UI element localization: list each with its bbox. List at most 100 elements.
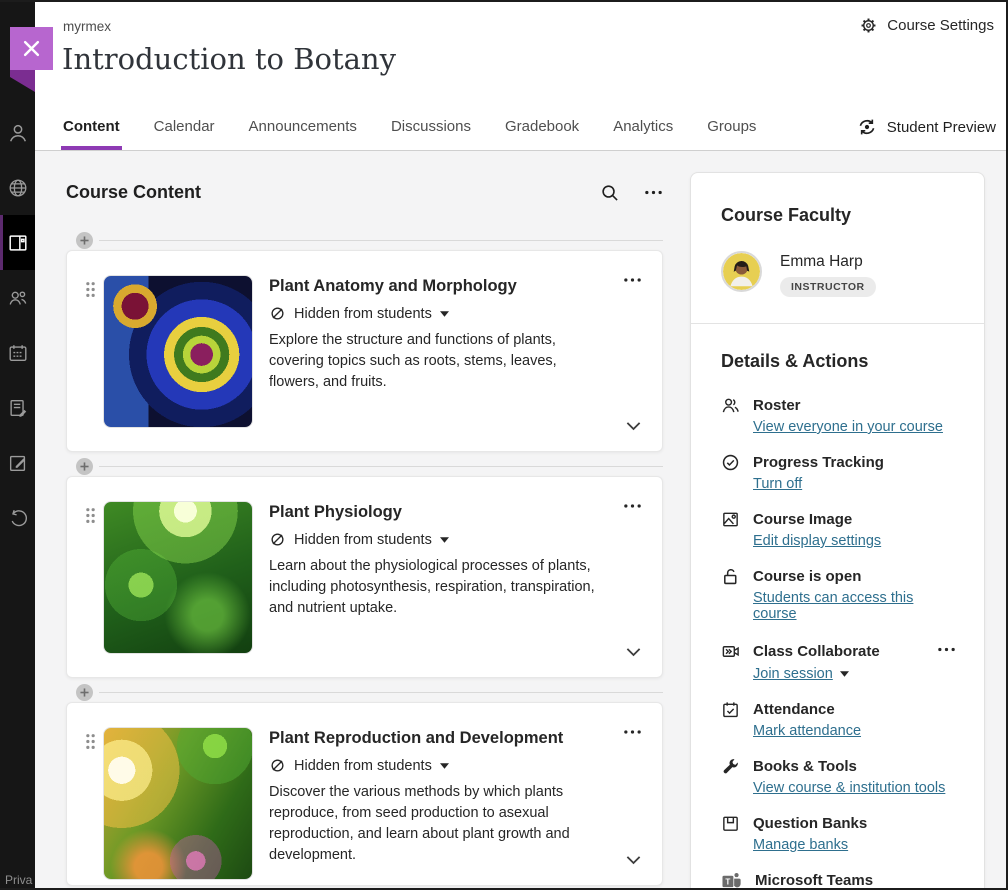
drag-handle-icon[interactable] — [77, 733, 103, 869]
tab-groups[interactable]: Groups — [707, 118, 757, 135]
detail-item-course-open: Course is open Students can access this … — [721, 567, 956, 622]
card-more-menu-button[interactable] — [623, 723, 642, 738]
expand-card-button[interactable] — [623, 641, 644, 665]
course-settings-button[interactable]: Course Settings — [859, 16, 994, 35]
visibility-dropdown[interactable]: Hidden from students — [269, 305, 449, 322]
books-tools-link[interactable]: View course & institution tools — [753, 780, 946, 796]
detail-item-question-banks: Question Banks Manage banks — [721, 814, 956, 853]
chevron-down-icon — [626, 422, 641, 431]
detail-label: Attendance — [753, 701, 835, 718]
detail-item-roster: Roster View everyone in your course — [721, 396, 956, 435]
organizations-icon[interactable] — [0, 270, 35, 325]
detail-label: Books & Tools — [753, 758, 857, 775]
sign-out-icon[interactable] — [0, 490, 35, 545]
add-content-button[interactable] — [76, 232, 93, 249]
tab-announcements[interactable]: Announcements — [248, 118, 357, 135]
student-preview-button[interactable]: Student Preview — [856, 103, 996, 151]
detail-item-course-image: Course Image Edit display settings — [721, 510, 956, 549]
search-icon — [602, 185, 618, 201]
attendance-link[interactable]: Mark attendance — [753, 723, 862, 739]
chevron-down-icon — [626, 648, 641, 657]
courses-icon[interactable] — [0, 215, 35, 270]
gear-icon — [861, 18, 876, 33]
caret-down-icon — [439, 310, 449, 317]
instructor-avatar — [721, 251, 762, 292]
visibility-label: Hidden from students — [294, 305, 432, 322]
card-title[interactable]: Plant Anatomy and Morphology — [269, 277, 517, 295]
expand-card-button[interactable] — [623, 415, 644, 439]
add-content-button[interactable] — [76, 458, 93, 475]
card-title[interactable]: Plant Physiology — [269, 503, 402, 521]
base-navigation: Priva — [0, 2, 35, 888]
card-description: Explore the structure and functions of p… — [269, 332, 557, 391]
activity-globe-icon[interactable] — [0, 160, 35, 215]
collaborate-camera-icon — [722, 645, 739, 657]
tab-discussions[interactable]: Discussions — [390, 118, 471, 135]
detail-label: Course is open — [753, 568, 862, 585]
content-more-menu-button[interactable] — [644, 183, 663, 202]
expand-card-button[interactable] — [623, 849, 644, 873]
privacy-link[interactable]: Priva — [5, 873, 33, 887]
progress-tracking-icon — [722, 454, 739, 471]
search-button[interactable] — [600, 183, 619, 202]
course-image-link[interactable]: Edit display settings — [753, 533, 882, 549]
card-more-menu-button[interactable] — [623, 271, 642, 286]
add-content-divider — [76, 458, 663, 475]
question-banks-link[interactable]: Manage banks — [753, 837, 849, 853]
caret-down-icon — [439, 536, 449, 543]
detail-label: Class Collaborate — [753, 642, 880, 660]
messages-icon[interactable] — [0, 380, 35, 435]
detail-label: Question Banks — [753, 815, 868, 832]
tab-content[interactable]: Content — [61, 103, 122, 150]
visibility-label: Hidden from students — [294, 757, 432, 774]
more-dots-icon — [624, 504, 641, 508]
card-more-menu-button[interactable] — [623, 497, 642, 512]
grades-icon[interactable] — [0, 435, 35, 490]
caret-down-icon — [439, 762, 449, 769]
drag-handle-icon[interactable] — [77, 507, 103, 661]
content-card-plant-reproduction: Plant Reproduction and Development Hidde… — [66, 702, 663, 886]
breadcrumb[interactable]: myrmex — [63, 19, 111, 34]
content-card-plant-anatomy: Plant Anatomy and Morphology Hidden from… — [66, 250, 663, 452]
profile-icon[interactable] — [0, 105, 35, 160]
detail-item-class-collaborate: Class Collaborate Join session — [721, 640, 956, 682]
tab-calendar[interactable]: Calendar — [153, 118, 215, 135]
card-image-reproduction — [103, 727, 253, 880]
plus-icon — [80, 236, 89, 245]
calendar-icon[interactable] — [0, 325, 35, 380]
roster-link[interactable]: View everyone in your course — [753, 419, 943, 435]
svg-text:T: T — [725, 877, 730, 886]
progress-tracking-link[interactable]: Turn off — [753, 476, 803, 492]
card-description: Learn about the physiological processes … — [269, 558, 595, 617]
card-image-anatomy — [103, 275, 253, 428]
student-preview-label: Student Preview — [886, 118, 996, 136]
question-banks-icon — [723, 816, 738, 831]
chevron-down-icon — [626, 856, 641, 865]
instructor-role-badge: INSTRUCTOR — [780, 277, 876, 297]
content-card-plant-physiology: Plant Physiology Hidden from students Le… — [66, 476, 663, 678]
course-faculty-heading: Course Faculty — [721, 205, 852, 225]
plus-icon — [80, 462, 89, 471]
caret-down-icon[interactable] — [839, 671, 849, 677]
visibility-label: Hidden from students — [294, 531, 432, 548]
visibility-dropdown[interactable]: Hidden from students — [269, 531, 449, 548]
collaborate-more-menu-button[interactable] — [937, 640, 956, 662]
course-side-panel: Course Faculty Emma Harp INSTRUCTOR Deta… — [690, 172, 985, 888]
detail-label: Microsoft Teams — [755, 872, 874, 889]
panel-divider — [691, 323, 984, 324]
institution-logo[interactable] — [10, 27, 53, 70]
course-header: myrmex Introduction to Botany Course Set… — [35, 2, 1006, 103]
add-content-divider — [76, 232, 663, 249]
course-open-link[interactable]: Students can access this course — [753, 590, 914, 622]
attendance-calendar-icon — [723, 702, 738, 718]
hidden-eye-icon — [271, 307, 284, 320]
drag-handle-icon[interactable] — [77, 281, 103, 435]
tab-gradebook[interactable]: Gradebook — [504, 118, 580, 135]
join-session-link[interactable]: Join session — [753, 666, 833, 682]
tab-analytics[interactable]: Analytics — [613, 118, 674, 135]
unlock-icon — [724, 568, 737, 585]
card-title[interactable]: Plant Reproduction and Development — [269, 729, 564, 747]
visibility-dropdown[interactable]: Hidden from students — [269, 757, 449, 774]
add-content-button[interactable] — [76, 684, 93, 701]
course-content-header: Course Content — [66, 182, 663, 203]
